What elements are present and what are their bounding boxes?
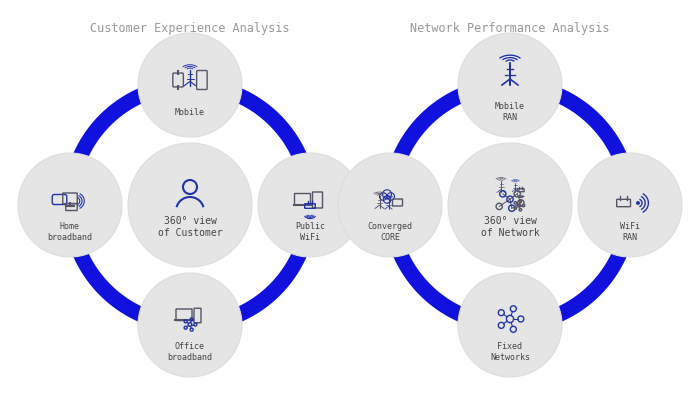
Text: Network Performance Analysis: Network Performance Analysis	[411, 22, 610, 35]
Circle shape	[458, 273, 562, 377]
Circle shape	[258, 153, 362, 257]
Text: Customer Experience Analysis: Customer Experience Analysis	[90, 22, 290, 35]
Text: Home
broadband: Home broadband	[48, 222, 92, 242]
Circle shape	[138, 273, 242, 377]
Text: Mobile
RAN: Mobile RAN	[495, 102, 525, 122]
Circle shape	[578, 153, 682, 257]
Text: Converged
CORE: Converged CORE	[368, 222, 413, 242]
Circle shape	[458, 33, 562, 137]
Text: Fixed
Networks: Fixed Networks	[490, 342, 530, 362]
Text: Public
WiFi: Public WiFi	[295, 222, 325, 242]
Circle shape	[138, 33, 242, 137]
Circle shape	[128, 143, 252, 267]
Text: Mobile: Mobile	[175, 108, 205, 116]
Circle shape	[448, 143, 572, 267]
Text: 360° view
of Customer: 360° view of Customer	[158, 216, 222, 238]
Circle shape	[18, 153, 122, 257]
Circle shape	[636, 202, 640, 204]
Text: Office
broadband: Office broadband	[168, 342, 213, 362]
Circle shape	[338, 153, 442, 257]
Text: 360° view
of Network: 360° view of Network	[481, 216, 540, 238]
Text: WiFi
RAN: WiFi RAN	[620, 222, 640, 242]
